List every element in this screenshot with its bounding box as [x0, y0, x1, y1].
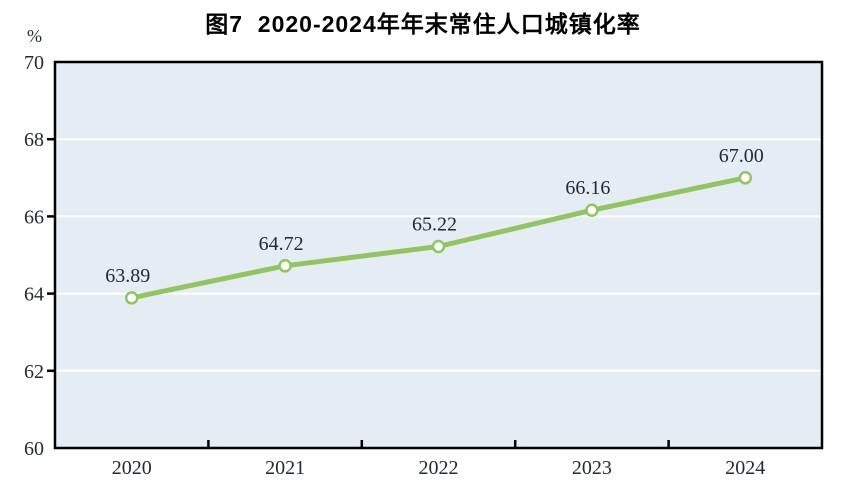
data-point-label: 64.72: [259, 233, 304, 255]
data-point-marker: [431, 239, 446, 254]
x-category-label: 2020: [112, 457, 152, 479]
plot-background: [55, 62, 822, 448]
plot-border: [53, 60, 824, 450]
gridlines: [55, 138, 822, 372]
data-point-marker: [738, 171, 753, 185]
data-labels: 63.89 64.72 65.22 66.16 67.00: [105, 145, 764, 287]
x-category-label: 2021: [265, 457, 305, 479]
chart-title: 图7 2020-2024年年末常住人口城镇化率: [205, 11, 641, 37]
y-axis-unit-label: %: [27, 26, 42, 46]
data-point-marker: [278, 259, 292, 273]
plot-border-rect: [53, 60, 824, 450]
y-tick-label: 62: [24, 361, 44, 383]
y-tick-label: 68: [24, 129, 44, 151]
y-axis-labels: 70 68 66 64 62 60: [24, 52, 44, 460]
plot-background-rect: [55, 62, 822, 448]
y-tick-label: 64: [24, 284, 44, 306]
y-tick-label: 60: [24, 438, 44, 460]
data-point-label: 65.22: [412, 214, 457, 236]
data-point-marker: [585, 203, 599, 217]
x-axis-ticks: [207, 440, 670, 448]
y-tick-label: 70: [24, 52, 44, 74]
y-tick-label: 66: [24, 206, 44, 228]
data-point-label: 63.89: [105, 265, 150, 287]
data-point-label: 66.16: [565, 177, 610, 199]
x-category-label: 2024: [725, 457, 765, 479]
x-axis-labels: 2020 2021 2022 2023 2024: [112, 457, 766, 479]
x-category-label: 2022: [419, 457, 459, 479]
data-point-marker: [124, 291, 139, 305]
x-category-label: 2023: [572, 457, 612, 479]
y-axis-ticks: [47, 137, 55, 373]
data-point-label: 67.00: [719, 145, 764, 167]
data-markers: [124, 171, 753, 305]
